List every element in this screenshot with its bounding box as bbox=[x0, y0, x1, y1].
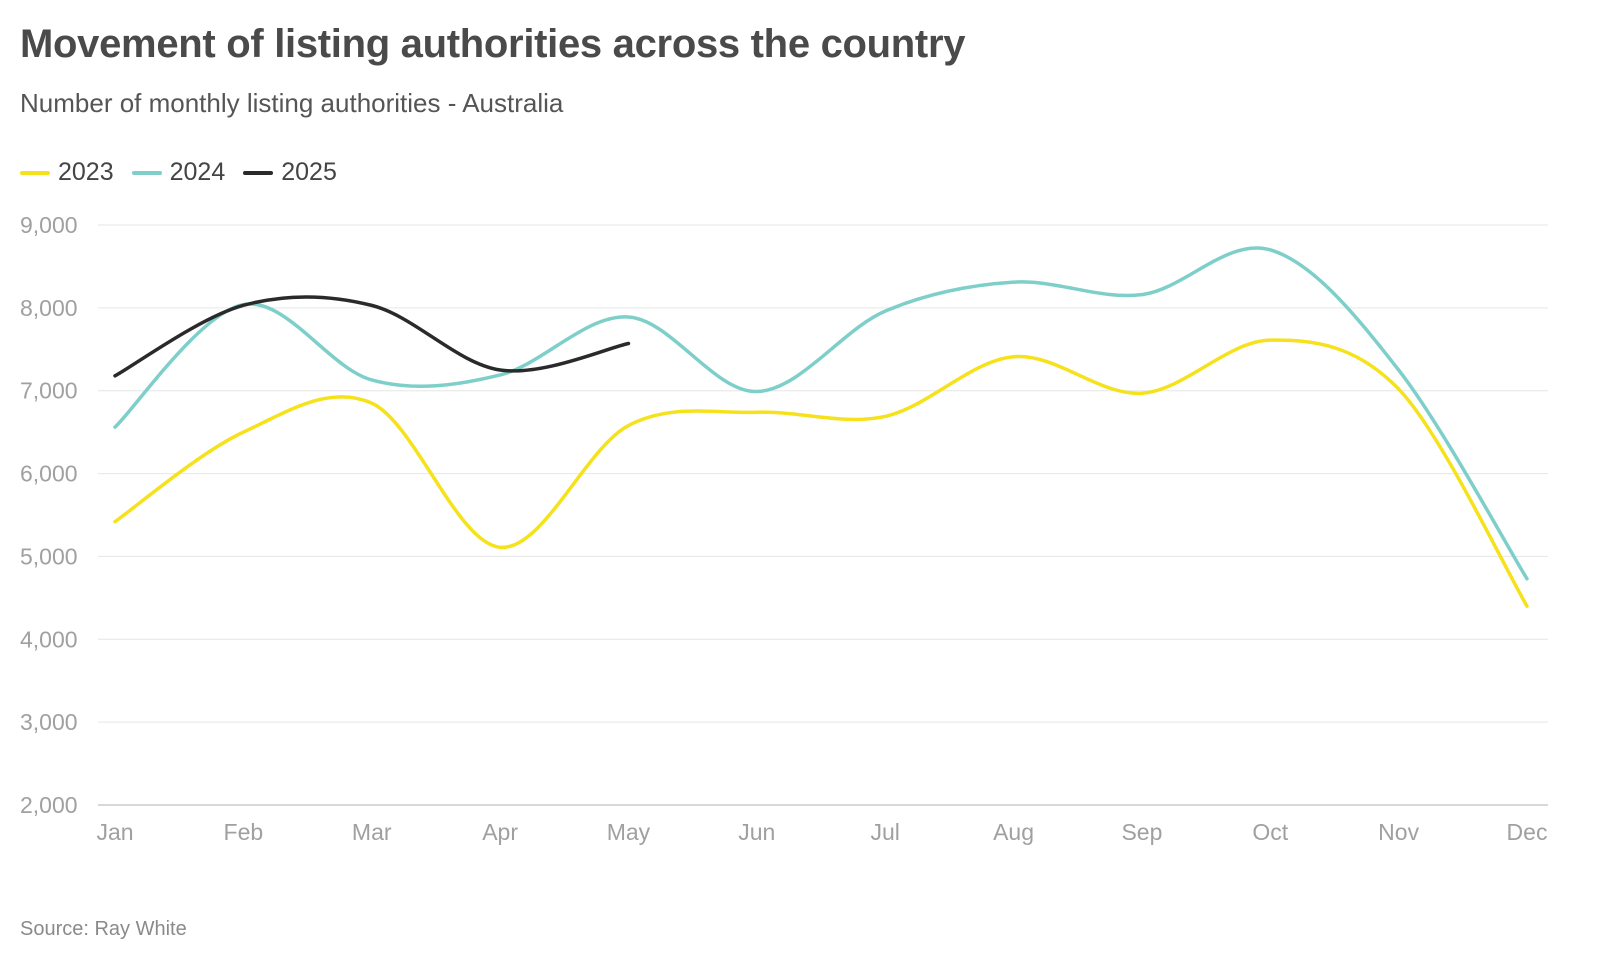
line-chart: 2,000 3,000 4,000 5,000 6,000 7,000 8,000 9,000… bbox=[20, 212, 1548, 845]
y-tick-label: 4,000 bbox=[20, 626, 78, 652]
x-tick-label: Nov bbox=[1378, 819, 1419, 845]
y-tick-label: 9,000 bbox=[20, 212, 78, 238]
y-tick-label: 3,000 bbox=[20, 709, 78, 735]
legend: 2023 2024 2025 bbox=[20, 158, 337, 187]
y-tick-label: 5,000 bbox=[20, 543, 78, 569]
series-line-2024 bbox=[113, 246, 1529, 581]
legend-label-2024: 2024 bbox=[169, 158, 226, 186]
x-tick-label: Mar bbox=[352, 819, 392, 845]
y-tick-label: 7,000 bbox=[20, 378, 78, 404]
legend-label-2025: 2025 bbox=[281, 158, 337, 186]
x-tick-label: Jul bbox=[870, 819, 899, 845]
x-tick-label: Dec bbox=[1507, 819, 1548, 845]
legend-item-2025: 2025 bbox=[243, 158, 337, 187]
source-note: Source: Ray White bbox=[20, 918, 187, 940]
x-tick-label: Sep bbox=[1121, 819, 1162, 845]
y-tick-label: 2,000 bbox=[20, 792, 78, 818]
legend-label-2023: 2023 bbox=[58, 158, 114, 186]
series-line-2023 bbox=[113, 338, 1529, 608]
legend-swatch-2023 bbox=[20, 170, 50, 175]
legend-swatch-2024 bbox=[131, 170, 162, 175]
x-tick-label: Apr bbox=[482, 819, 518, 845]
x-tick-label: Oct bbox=[1252, 819, 1288, 845]
x-tick-label: Aug bbox=[993, 819, 1034, 845]
chart-title: Movement of listing authorities across t… bbox=[20, 22, 966, 66]
chart-subtitle: Number of monthly listing authorities - … bbox=[20, 88, 564, 118]
legend-item-2023: 2023 bbox=[20, 158, 114, 187]
y-tick-label: 6,000 bbox=[20, 461, 78, 487]
x-tick-label: Jan bbox=[96, 819, 133, 845]
x-tick-label: Feb bbox=[224, 819, 264, 845]
x-tick-label: Jun bbox=[738, 819, 775, 845]
series-line-2025 bbox=[113, 295, 631, 378]
legend-swatch-2025 bbox=[243, 170, 274, 175]
y-tick-label: 8,000 bbox=[20, 295, 78, 321]
legend-item-2024: 2024 bbox=[131, 158, 226, 187]
x-tick-label: May bbox=[607, 819, 651, 845]
